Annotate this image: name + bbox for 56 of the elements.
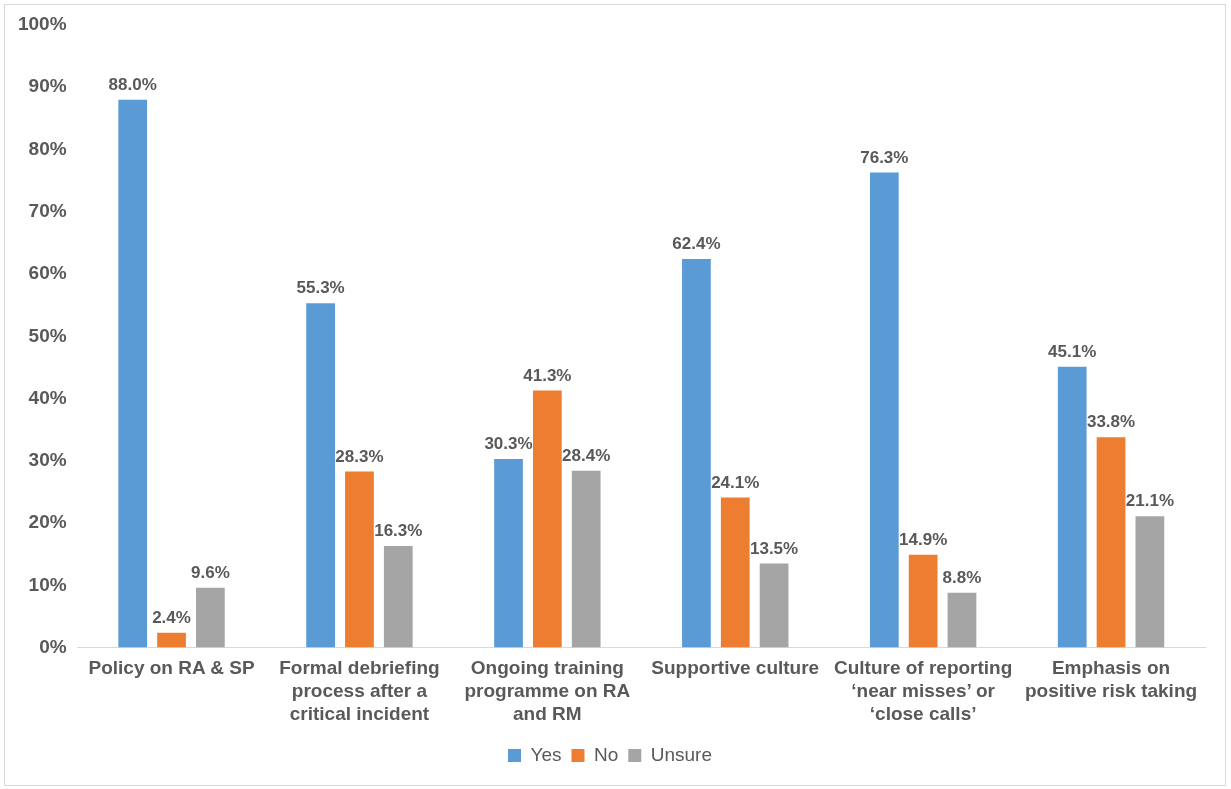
data-label: 55.3% [296, 278, 345, 298]
data-label: 41.3% [523, 365, 572, 385]
x-tick-label: Supportive culture [651, 657, 820, 679]
data-label: 16.3% [374, 521, 423, 541]
data-label: 13.5% [749, 538, 799, 558]
bar [118, 99, 148, 648]
bar [1057, 366, 1087, 648]
data-label: 88.0% [108, 74, 157, 94]
bar [682, 259, 711, 648]
bar [532, 390, 562, 648]
x-tick-label: Formal debriefing process after a critical incident [279, 657, 440, 724]
bar [869, 172, 899, 648]
y-tick-label: 60% [28, 262, 67, 284]
y-tick-label: 40% [28, 386, 67, 408]
y-tick-label: 90% [28, 75, 67, 97]
bar [759, 563, 789, 648]
y-tick-label: 30% [28, 449, 67, 471]
x-tick-label: Policy on RA & SP [88, 657, 255, 679]
data-label: 45.1% [1048, 341, 1097, 361]
data-label: 30.3% [484, 434, 533, 454]
y-tick-label: 80% [28, 137, 67, 159]
legend-label: No [593, 743, 619, 765]
y-tick-label: 70% [28, 200, 67, 222]
legend-label: Unsure [650, 743, 713, 765]
data-label: 24.1% [711, 472, 760, 492]
x-tick-label: Ongoing training programme on RA and RM [464, 657, 631, 724]
data-label: 9.6% [191, 563, 230, 583]
bar [571, 470, 601, 648]
bar [196, 587, 225, 648]
x-tick-label: Culture of reporting ‘near misses’ or ‘close calls’ [833, 657, 1013, 724]
data-label: 2.4% [152, 607, 191, 627]
bar [306, 303, 335, 648]
data-label: 28.3% [335, 446, 384, 466]
data-label: 8.8% [942, 568, 982, 587]
data-label: 28.4% [562, 445, 611, 465]
y-tick-label: 100% [17, 13, 67, 35]
data-label: 62.4% [672, 234, 721, 254]
bar [908, 554, 938, 648]
y-tick-label: 0% [39, 635, 67, 657]
bar [157, 632, 186, 648]
y-tick-label: 20% [28, 511, 67, 533]
data-label: 21.1% [1125, 491, 1174, 511]
bar [1135, 516, 1165, 648]
y-tick-label: 10% [28, 573, 67, 595]
x-tick-label: Emphasis on positive risk taking [1024, 657, 1198, 702]
data-label: 14.9% [899, 530, 948, 550]
data-label: 33.8% [1086, 412, 1136, 432]
bar [1096, 437, 1126, 648]
bar [947, 592, 977, 648]
bar [494, 458, 523, 648]
y-tick-label: 50% [28, 324, 67, 346]
bar [383, 546, 413, 648]
data-label: 76.3% [860, 147, 909, 167]
bar [720, 497, 750, 648]
legend-label: Yes [530, 743, 562, 765]
bar [345, 471, 374, 648]
